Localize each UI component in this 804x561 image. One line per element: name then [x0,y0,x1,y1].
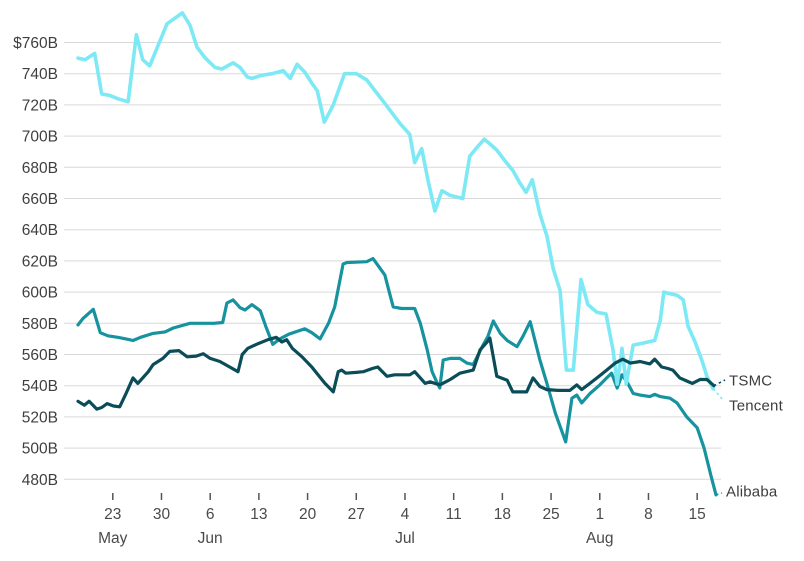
x-axis-day-label: 6 [206,506,215,523]
y-axis-label: 680B [22,160,58,177]
x-axis-day-label: 25 [542,506,559,523]
label-connector-tencent [712,388,725,402]
y-axis-label: 600B [22,285,58,302]
x-axis-month-label: Aug [586,530,614,547]
y-axis-label: 720B [22,97,58,114]
y-axis-label: 580B [22,316,58,333]
y-axis-label: 560B [22,347,58,364]
x-axis-day-label: 11 [446,506,462,523]
x-axis-month-label: Jun [198,530,223,547]
y-axis-label: 660B [22,191,58,208]
label-connector-tsmc [713,379,726,387]
y-axis-label: 740B [22,66,58,83]
label-connector-alibaba [715,492,723,496]
x-axis-day-label: 13 [250,506,267,523]
x-axis-day-label: 8 [644,506,653,523]
line-series-tencent [76,11,716,391]
x-axis-day-label: 15 [689,506,706,523]
x-axis-day-label: 23 [104,506,121,523]
series-label-alibaba: Alibaba [726,483,778,501]
x-axis-day-label: 4 [401,506,410,523]
x-axis-month-label: Jul [395,530,415,547]
y-axis-label: 500B [22,441,58,458]
y-axis-label: 620B [22,253,58,270]
y-axis-label: 700B [22,129,58,146]
x-axis-day-label: 20 [299,506,317,523]
y-axis-label: 640B [22,222,58,239]
y-axis-label: 520B [22,409,58,426]
series-label-tencent: Tencent [729,397,783,415]
line-series-tsmc [76,335,716,411]
line-series-alibaba [76,257,718,497]
x-axis-day-label: 18 [494,506,511,523]
x-axis-month-label: May [98,530,128,547]
y-axis-label: 480B [22,472,58,489]
x-axis-day-label: 30 [153,506,171,523]
y-axis-label: 540B [22,378,58,395]
series-label-tsmc: TSMC [729,372,773,390]
x-axis-day-label: 1 [595,506,604,523]
y-axis-label: $760B [13,35,58,52]
x-axis-day-label: 27 [348,506,365,523]
